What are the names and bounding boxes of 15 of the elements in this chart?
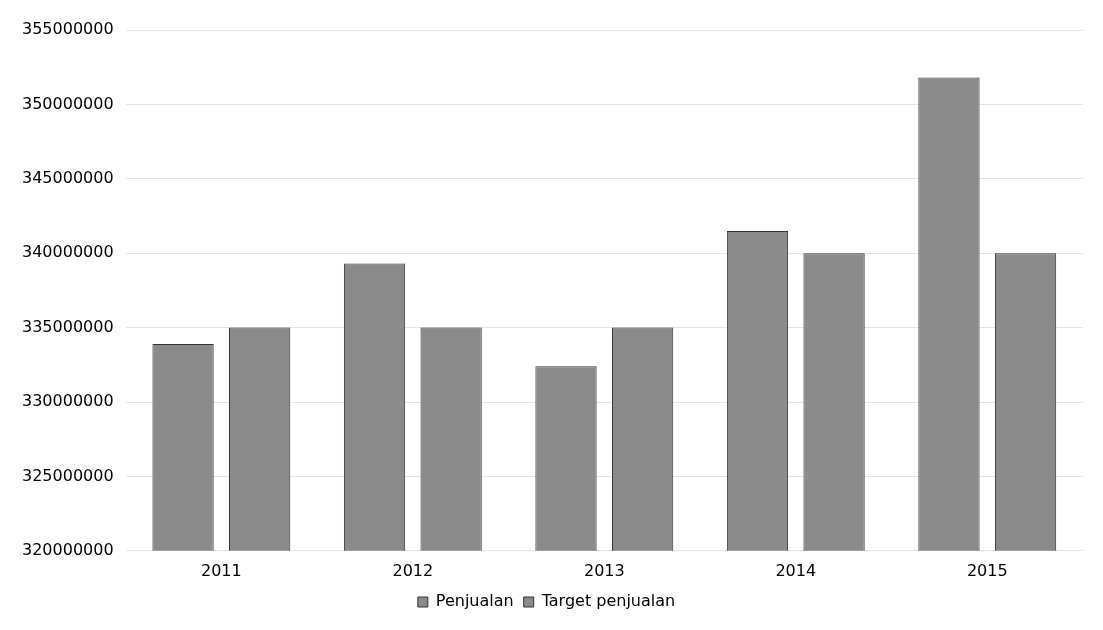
x-tick-label: 2011 xyxy=(201,560,242,580)
y-tick-label: 335000000 xyxy=(21,316,114,336)
y-tick-label: 330000000 xyxy=(21,391,114,411)
y-tick-label: 320000000 xyxy=(21,539,114,559)
x-tick-label: 2014 xyxy=(775,560,817,580)
y-tick-label: 345000000 xyxy=(21,167,114,187)
y-tick-label: 325000000 xyxy=(21,465,114,485)
y-tick-label: 355000000 xyxy=(21,19,114,39)
x-tick-label: 2015 xyxy=(966,560,1008,580)
legend-label: Penjualan xyxy=(435,591,514,611)
legend-label: Target penjualan xyxy=(540,591,676,611)
y-tick-label: 340000000 xyxy=(21,242,114,262)
y-tick-label: 350000000 xyxy=(21,93,114,113)
x-tick-label: 2013 xyxy=(583,560,625,580)
x-tick-label: 2012 xyxy=(392,560,434,580)
